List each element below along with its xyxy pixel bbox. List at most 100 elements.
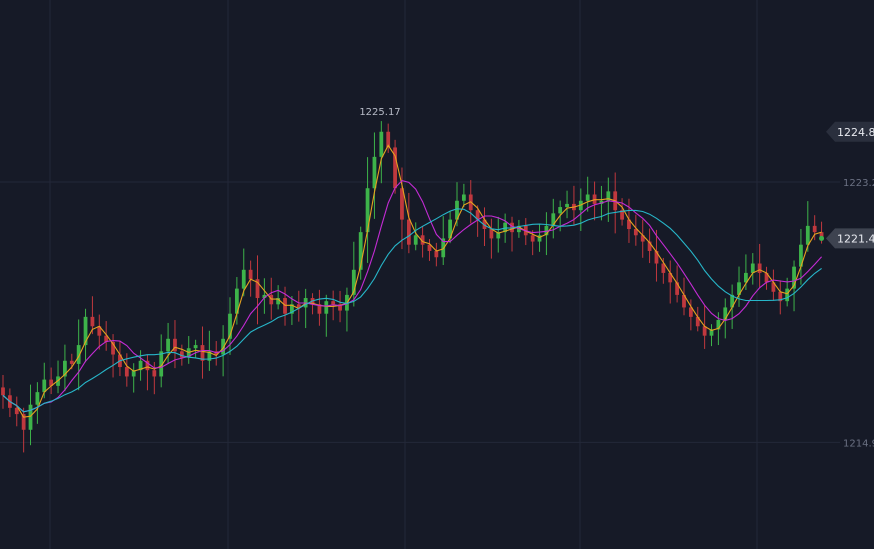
candle	[702, 305, 707, 349]
candle-body	[812, 225, 817, 233]
candle-body	[145, 360, 150, 371]
candle	[97, 314, 102, 350]
candle-body	[688, 307, 693, 317]
candle	[606, 177, 611, 222]
candle-body	[819, 232, 824, 239]
candle-body	[455, 200, 459, 220]
candle-body	[338, 304, 342, 311]
candle-body	[675, 282, 680, 295]
candle	[262, 278, 267, 314]
candle-body	[723, 307, 728, 320]
candle	[76, 319, 81, 391]
candle	[358, 226, 363, 280]
candle-body	[627, 219, 631, 230]
candle	[654, 229, 659, 282]
candle-body	[63, 360, 67, 377]
candle	[565, 190, 569, 219]
candle-body	[434, 250, 439, 258]
candle	[234, 277, 239, 325]
candle	[379, 121, 384, 184]
price-tag-label: 1224.8	[837, 126, 874, 139]
ma-short-line	[2, 144, 822, 418]
candle	[489, 218, 494, 259]
candle-body	[668, 272, 673, 283]
candle	[290, 296, 294, 325]
candle	[510, 216, 514, 252]
candle	[496, 216, 501, 253]
candle-body	[633, 229, 638, 236]
candle	[49, 367, 54, 395]
candle-body	[503, 222, 508, 233]
moving-averages	[2, 144, 823, 418]
candle	[406, 192, 411, 254]
candle	[441, 216, 446, 265]
candle	[757, 243, 762, 288]
candle-body	[764, 272, 769, 283]
candle	[63, 344, 67, 392]
candle-body	[104, 335, 109, 342]
candle-body	[83, 316, 88, 346]
candle-body	[379, 131, 384, 157]
candle	[682, 277, 686, 316]
candle-body	[1, 387, 5, 396]
candle-body	[482, 219, 487, 230]
candle-body	[537, 235, 542, 242]
candle	[785, 277, 790, 307]
candle-body	[296, 304, 301, 308]
candle-body	[283, 298, 287, 314]
candle-body	[716, 319, 721, 330]
candle	[351, 241, 356, 307]
candle-body	[585, 194, 590, 201]
candle-body	[14, 407, 19, 415]
candle-body	[640, 235, 645, 242]
price-tag-label: 1221.4	[837, 232, 874, 245]
peak-price-label: 1225.17	[359, 107, 400, 118]
candle-body	[606, 191, 611, 201]
candle	[255, 255, 260, 325]
candle	[372, 132, 377, 219]
candle-body	[179, 351, 184, 358]
candle-body	[200, 345, 205, 361]
candle-body	[441, 238, 446, 258]
candle-body	[750, 263, 755, 273]
candle	[104, 321, 109, 351]
candle-body	[331, 301, 336, 305]
candle-body	[647, 241, 652, 251]
candle	[592, 181, 597, 221]
candle	[166, 322, 170, 364]
candle-body	[42, 379, 47, 393]
candle	[317, 289, 322, 326]
candle-body	[448, 219, 453, 239]
candle-body	[173, 338, 177, 352]
candle-body	[358, 232, 363, 270]
candle-body	[799, 244, 803, 267]
candle	[90, 296, 95, 335]
candle-body	[324, 301, 329, 314]
candle-body	[599, 200, 604, 204]
candle-body	[496, 232, 501, 239]
candle	[709, 324, 714, 347]
candle-body	[757, 263, 762, 273]
candle-body	[805, 225, 810, 245]
candle-body	[386, 131, 391, 148]
candle-body	[461, 194, 466, 201]
candle-body	[221, 338, 226, 355]
candle-body	[234, 288, 239, 314]
candle	[771, 269, 776, 301]
candle	[805, 201, 810, 252]
candle	[778, 280, 783, 315]
candle-body	[778, 291, 783, 302]
candle	[159, 334, 164, 388]
upper-price-tag: 1224.8	[826, 121, 874, 142]
candle-body	[228, 313, 232, 339]
candle	[28, 384, 33, 446]
candle	[138, 350, 143, 381]
candle	[578, 188, 583, 231]
candle-body	[406, 219, 411, 245]
candle	[200, 326, 205, 379]
candle-body	[709, 329, 714, 336]
candle	[551, 198, 556, 239]
candle	[186, 336, 191, 364]
candle	[324, 294, 329, 337]
